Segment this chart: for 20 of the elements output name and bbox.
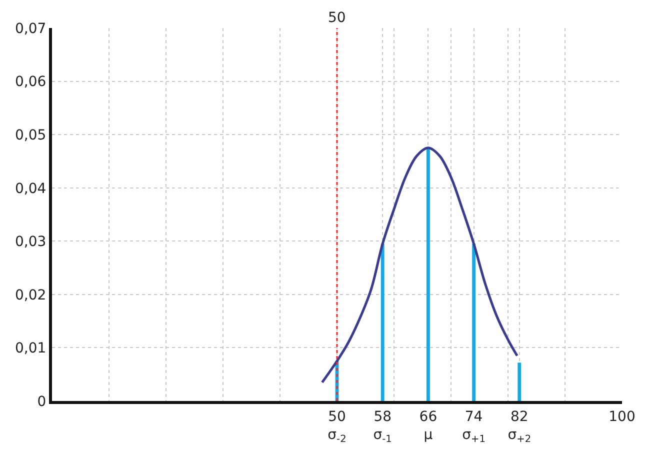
bar xyxy=(472,244,476,401)
line-series xyxy=(320,146,518,384)
bar xyxy=(518,362,522,401)
y-tick-label: 0,02 xyxy=(15,287,46,304)
ref-line-label: 50 xyxy=(328,10,346,26)
x-tick-label: 50 σ$_{-2}$ xyxy=(328,408,346,445)
bar xyxy=(380,244,384,401)
y-tick-label: 0,07 xyxy=(15,20,46,37)
x-tick-label: 74 σ$_{+1}$ xyxy=(462,408,486,445)
y-tick-label: 0,05 xyxy=(15,127,46,144)
x-tick-label: 58 σ$_{-1}$ xyxy=(373,408,392,445)
x-tick-label: 66 μ xyxy=(419,408,438,443)
x-tick-label: 82 σ$_{+2}$ xyxy=(508,408,532,445)
y-tick-label: 0,04 xyxy=(15,180,46,197)
y-tick-label: 0,01 xyxy=(15,340,46,357)
y-tick-label: 0,03 xyxy=(15,234,46,250)
y-tick-label: 0,06 xyxy=(15,74,46,90)
x-tick-label: 100 xyxy=(608,408,636,425)
bar xyxy=(426,148,430,401)
y-tick-label: 0 xyxy=(37,394,46,410)
